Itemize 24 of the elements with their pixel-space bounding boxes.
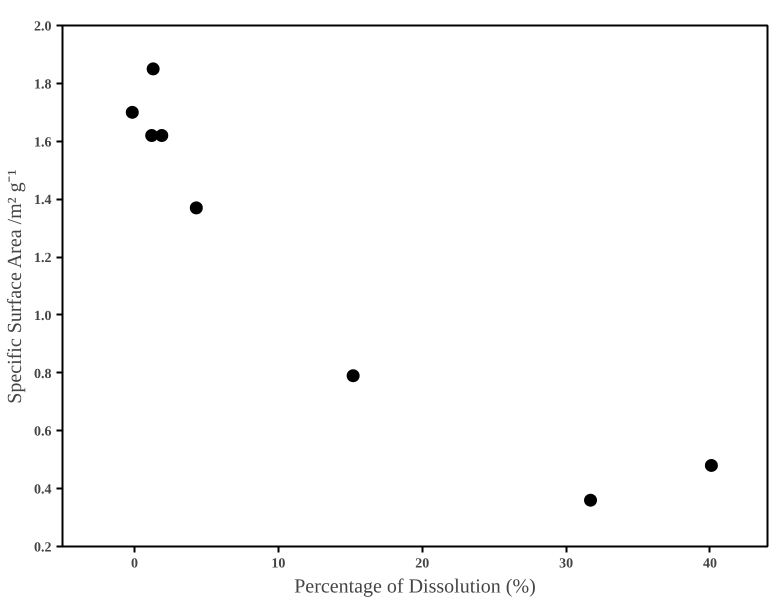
- y-tick-label: 1.0: [34, 308, 52, 324]
- y-tick-label: 0.2: [34, 540, 52, 556]
- y-tick-label: 0.6: [34, 424, 52, 440]
- y-axis-title: Specific Surface Area /m² g⁻¹: [4, 169, 26, 404]
- y-tick-label: 1.8: [34, 77, 52, 92]
- point: [126, 106, 139, 119]
- y-tick-label: 0.4: [34, 482, 52, 498]
- y-tick-label: 1.6: [34, 135, 52, 150]
- point: [584, 494, 598, 507]
- point: [190, 201, 203, 214]
- y-tick-label: 1.2: [34, 251, 52, 266]
- x-tick-label: 0: [130, 556, 138, 572]
- y-tick-label: 2.0: [34, 20, 52, 34]
- point: [346, 369, 360, 382]
- x-tick-label: 20: [415, 556, 430, 572]
- x-tick-label: 30: [559, 556, 574, 572]
- point: [146, 62, 160, 76]
- x-axis-title: Percentage of Dissolution (%): [294, 576, 536, 598]
- point: [155, 129, 168, 142]
- y-tick-label: 0.8: [34, 366, 52, 382]
- y-tick-label: 1.4: [34, 193, 52, 208]
- point: [704, 458, 718, 472]
- x-tick-label: 40: [702, 556, 717, 572]
- x-tick-label: 10: [271, 556, 286, 572]
